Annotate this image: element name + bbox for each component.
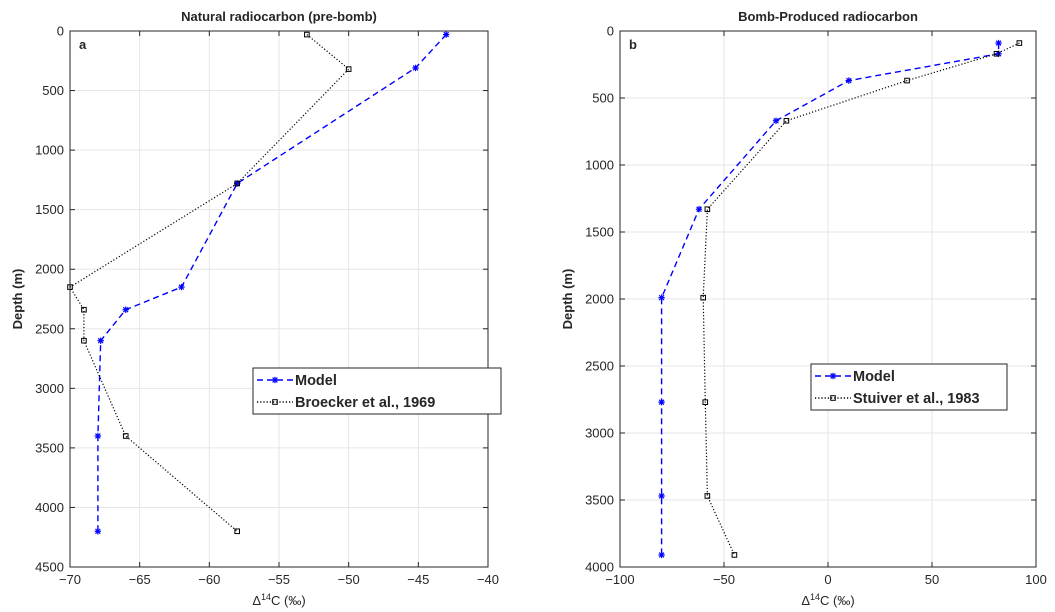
y-tick-label: 1500 bbox=[35, 202, 64, 217]
data-point bbox=[81, 337, 87, 344]
legend-label: Model bbox=[295, 373, 337, 389]
y-axis-label: Depth (m) bbox=[560, 269, 575, 330]
y-tick-label: 1500 bbox=[585, 225, 614, 240]
y-tick-label: 500 bbox=[42, 83, 64, 98]
gridlines bbox=[69, 30, 489, 568]
data-point bbox=[904, 77, 910, 84]
data-point bbox=[178, 283, 185, 291]
y-tick-label: 1000 bbox=[35, 143, 64, 158]
legend: Model Stuiver et al., 1983 bbox=[810, 363, 1008, 411]
x-tick-label: −100 bbox=[605, 572, 634, 587]
data-point bbox=[81, 306, 87, 313]
legend-box bbox=[810, 363, 1008, 411]
x-tick-label: −45 bbox=[407, 572, 429, 587]
chart-panel-a: −70 −65 −60 −55 −50 −45 −40 0 500 1000 1500 2000 250… bbox=[10, 9, 502, 608]
x-tick-label: 50 bbox=[925, 572, 939, 587]
data-point bbox=[272, 399, 278, 405]
legend-item: Model bbox=[815, 369, 895, 385]
y-tick-label: 3500 bbox=[585, 493, 614, 508]
x-axis-label: Δ14C (‰) bbox=[801, 592, 854, 608]
series-line bbox=[69, 34, 350, 532]
series-model bbox=[94, 31, 450, 535]
legend-item: Stuiver et al., 1983 bbox=[815, 391, 980, 407]
data-point bbox=[94, 528, 102, 535]
legend-item: Model bbox=[257, 373, 337, 389]
data-point bbox=[345, 66, 352, 72]
y-tick-label: 3500 bbox=[35, 440, 64, 455]
data-point bbox=[122, 433, 129, 439]
data-point bbox=[702, 399, 709, 405]
data-point bbox=[412, 64, 419, 72]
data-point bbox=[731, 552, 738, 558]
data-point bbox=[97, 337, 104, 344]
x-tick-label: −65 bbox=[129, 572, 151, 587]
data-point bbox=[993, 50, 1000, 57]
data-point bbox=[234, 180, 240, 187]
data-point bbox=[94, 432, 102, 440]
y-tick-label: 4500 bbox=[35, 560, 64, 575]
chart-title: Natural radiocarbon (pre-bomb) bbox=[181, 9, 377, 24]
y-tick-label: 2000 bbox=[35, 262, 64, 277]
legend-label: Broecker et al., 1969 bbox=[295, 395, 435, 411]
legend-box bbox=[252, 367, 502, 415]
x-tick-label: −50 bbox=[338, 572, 360, 587]
series-observations bbox=[700, 40, 1023, 558]
y-tick-label: 1000 bbox=[585, 158, 614, 173]
x-tick-label: −70 bbox=[59, 572, 81, 587]
legend-label: Stuiver et al., 1983 bbox=[853, 391, 980, 407]
y-tick-label: 4000 bbox=[585, 560, 614, 575]
y-tick-label: 3000 bbox=[35, 381, 64, 396]
data-point bbox=[122, 306, 129, 313]
x-tick-label: 0 bbox=[824, 572, 831, 587]
data-point bbox=[830, 395, 836, 401]
y-tick-label: 3000 bbox=[585, 426, 614, 441]
data-point bbox=[783, 117, 790, 124]
y-tick-label: 2500 bbox=[585, 359, 614, 374]
x-tick-label: −40 bbox=[477, 572, 499, 587]
data-point bbox=[845, 77, 852, 84]
data-point bbox=[658, 492, 665, 500]
chart-panel-b: −100 −50 0 50 100050010001500200025003000350… bbox=[560, 9, 1047, 608]
y-tick-label: 0 bbox=[57, 24, 64, 39]
legend-item: Broecker et al., 1969 bbox=[257, 395, 435, 411]
data-point bbox=[700, 294, 707, 301]
chart-title: Bomb-Produced radiocarbon bbox=[738, 9, 918, 24]
data-point bbox=[704, 493, 711, 499]
data-point bbox=[1016, 40, 1023, 46]
panel-letter: a bbox=[79, 37, 87, 52]
data-point bbox=[67, 284, 73, 290]
series-observations bbox=[67, 31, 352, 535]
x-tick-label: −60 bbox=[198, 572, 220, 587]
data-point bbox=[234, 528, 240, 535]
data-point bbox=[704, 206, 711, 213]
data-point bbox=[271, 376, 279, 384]
legend: Model Broecker et al., 1969 bbox=[252, 367, 502, 415]
y-tick-label: 2500 bbox=[35, 321, 64, 336]
data-point bbox=[995, 39, 1002, 47]
x-tick-label: 100 bbox=[1025, 572, 1047, 587]
data-point bbox=[304, 31, 310, 38]
y-tick-label: 2000 bbox=[585, 292, 614, 307]
data-point bbox=[658, 294, 665, 301]
series-line bbox=[97, 34, 447, 532]
gridlines bbox=[619, 30, 1037, 568]
data-point bbox=[772, 117, 780, 124]
data-point bbox=[658, 551, 665, 559]
data-point bbox=[658, 398, 665, 406]
y-tick-label: 4000 bbox=[35, 500, 64, 515]
x-tick-label: −50 bbox=[713, 572, 735, 587]
data-point bbox=[829, 372, 837, 380]
panel-letter: b bbox=[629, 37, 637, 52]
data-point bbox=[695, 206, 703, 213]
y-tick-label: 500 bbox=[592, 91, 614, 106]
y-tick-label: 0 bbox=[607, 24, 614, 39]
legend-label: Model bbox=[853, 369, 895, 385]
data-point bbox=[443, 31, 450, 38]
y-axis-label: Depth (m) bbox=[10, 269, 25, 330]
x-axis-label: Δ14C (‰) bbox=[252, 592, 305, 608]
x-tick-label: −55 bbox=[268, 572, 290, 587]
